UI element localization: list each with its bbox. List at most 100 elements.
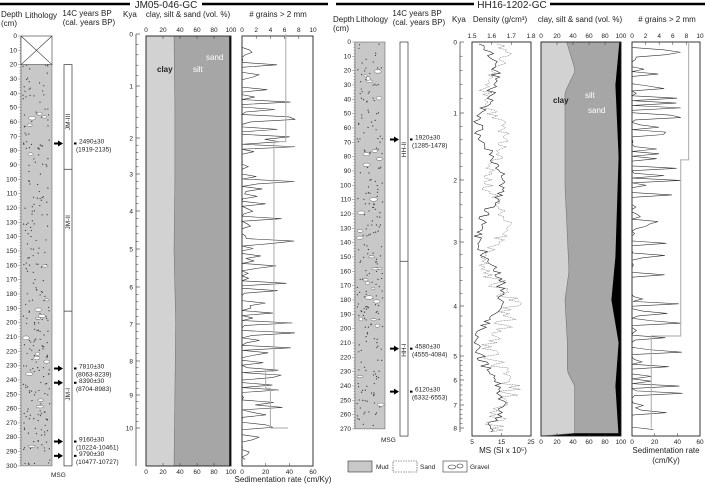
hh-grainsize-header: clay, silt & sand (vol. %) [538, 15, 623, 24]
sand-grain [33, 95, 35, 97]
sand-grain [25, 96, 27, 98]
sand-grain [34, 323, 36, 325]
sand-grain [370, 121, 373, 123]
sand-grain [369, 151, 371, 153]
sand-grain [356, 306, 359, 308]
jm-grains-frame [241, 35, 314, 467]
sand-grain [43, 447, 45, 449]
calibrated-age: (10224-10461) [76, 445, 119, 452]
sand-grain [375, 270, 378, 273]
hh-grainsize-top-tick-label: 60 [585, 33, 593, 40]
sand-grain [366, 333, 369, 335]
kya-tick-label: 3 [129, 172, 133, 179]
sand-grain [45, 164, 47, 166]
sand-grain [31, 210, 33, 212]
sand-grain [362, 234, 364, 236]
sand-grain [376, 346, 378, 349]
sand-grain [34, 161, 36, 163]
gravel-clast [33, 356, 41, 360]
sand-grain [377, 304, 380, 307]
sand-grain [33, 394, 36, 396]
sand-grain [378, 43, 380, 45]
sand-grain [30, 143, 33, 145]
date-arrow-icon [390, 388, 399, 395]
jm-grainsize-frame [145, 35, 232, 467]
sand-grain [372, 252, 374, 254]
legend: Mud Sand Gravel [347, 460, 490, 473]
sand-grain [30, 341, 32, 343]
gravel-clast [375, 157, 384, 161]
sand-grain [36, 197, 38, 199]
sand-grain [32, 255, 34, 257]
hh-grainsize-top-tick-label: 40 [569, 33, 577, 40]
sand-grain [367, 186, 370, 188]
sand-grain [374, 373, 377, 375]
sand-grain [377, 67, 379, 69]
sand-grain [360, 391, 363, 393]
sand-grain [359, 93, 361, 95]
jm-grainsize-silt-label: silt [193, 65, 204, 74]
sand-grain [375, 295, 377, 297]
gravel-clast [371, 286, 376, 290]
sand-grain [31, 399, 33, 402]
sand-grain [381, 325, 384, 328]
sand-grain [368, 91, 370, 93]
calibrated-age: (8704-8983) [76, 386, 111, 393]
sand-grain [361, 278, 364, 280]
depth-tick-label: 200 [6, 320, 17, 327]
sand-grain [378, 318, 380, 320]
calibrated-age: (6332-6553) [412, 395, 447, 402]
sand-grain [38, 82, 41, 84]
sand-grain [30, 390, 33, 392]
date-arrow-icon [54, 365, 63, 372]
gravel-clast [22, 335, 30, 341]
sand-grain [368, 111, 370, 113]
sand-grain [46, 419, 49, 421]
hh-density-bottom-tick-label: 5 [470, 439, 474, 446]
sand-grain [31, 213, 33, 215]
sand-grain [36, 289, 38, 291]
kya-tick-label: 8 [129, 359, 133, 366]
sand-grain [363, 214, 366, 216]
sand-grain [28, 133, 30, 135]
legend-sand-swatch [392, 460, 418, 473]
jm-grainsize-sand-label: sand [206, 53, 223, 62]
sand-grain [35, 391, 37, 393]
depth-tick-label: 240 [6, 377, 17, 384]
sand-grain [31, 299, 34, 301]
jm-cm-header: (cm) [1, 19, 17, 28]
sand-grain [359, 138, 361, 140]
sand-grain [32, 345, 35, 347]
sand-grain [376, 375, 378, 378]
sand-grain [374, 180, 376, 182]
sand-grain [366, 245, 368, 247]
sand-grain [366, 101, 368, 103]
hh-grainsize-silt-label: silt [585, 91, 596, 100]
kya-tick-label: 4 [453, 304, 457, 311]
sand-grain [23, 86, 25, 88]
sand-grain [371, 224, 373, 226]
sand-grain [46, 342, 48, 344]
depth-tick-label: 140 [6, 234, 17, 241]
sand-grain [28, 257, 30, 259]
hh-grains-header: # grains > 2 mm [638, 15, 696, 24]
hh-density-top-tick-label: 1.6 [487, 33, 496, 40]
hh-depth-header: Depth [333, 15, 354, 24]
sand-grain [366, 385, 368, 387]
sand-grain [358, 351, 360, 353]
sand-grain [380, 348, 382, 350]
sand-grain [35, 239, 37, 242]
sand-grain [356, 138, 359, 140]
sand-grain [377, 359, 379, 361]
jm-grainsize-bottom-tick-label: 100 [226, 469, 237, 476]
calibrated-age: (1919-2135) [76, 146, 111, 153]
jm-sedrate-label: Sedimentation rate (cm/Ky) [235, 475, 332, 484]
sand-grain [31, 206, 33, 208]
sand-grain [44, 434, 46, 436]
sand-grain [26, 293, 28, 295]
date-marker [410, 138, 413, 141]
sand-grain [363, 256, 365, 258]
jm-sedimentation-rate-line [265, 34, 289, 429]
sand-grain [28, 391, 31, 393]
sand-grain [364, 400, 366, 402]
